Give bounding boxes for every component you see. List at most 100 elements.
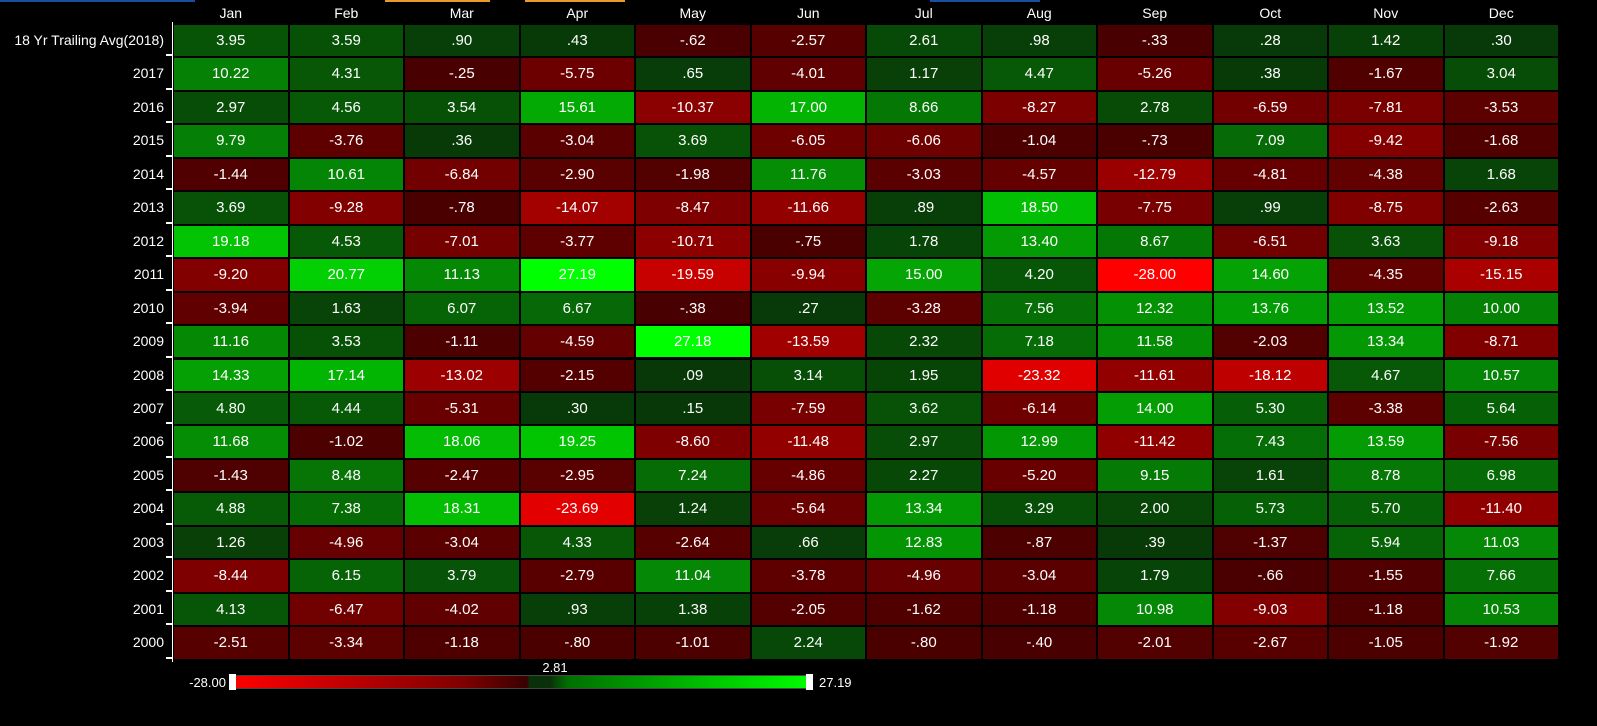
heatmap-cell: -6.05: [750, 124, 866, 158]
heatmap-cell: 19.18: [173, 224, 289, 259]
heatmap-cell: 1.42: [1328, 24, 1444, 58]
heatmap-cell: 7.38: [288, 492, 404, 526]
heatmap-cell: 14.33: [173, 358, 289, 392]
heatmap-cell: .98: [981, 24, 1097, 58]
heatmap-cell: -2.67: [1212, 626, 1328, 660]
heatmap-cell: .28: [1212, 24, 1328, 58]
row-label: 2009: [132, 333, 164, 350]
heatmap-cell: 2.27: [866, 458, 982, 493]
heatmap-cell: 11.58: [1097, 325, 1213, 359]
row-label: 2006: [132, 433, 164, 450]
heatmap-cell: 3.95: [173, 24, 289, 58]
heatmap-cell: -11.66: [750, 191, 866, 225]
row-tick: [166, 87, 172, 90]
heatmap-cell: -.40: [981, 626, 1097, 660]
heatmap-cell: 13.76: [1212, 291, 1328, 326]
heatmap-cell: 4.53: [288, 224, 404, 259]
heatmap-cell: 13.40: [981, 224, 1097, 259]
row-tick: [166, 455, 172, 458]
heatmap-cell: 2.97: [866, 425, 982, 459]
heatmap-cell: 3.69: [173, 191, 289, 225]
heatmap-cell: 10.53: [1443, 592, 1559, 627]
heatmap-cell: -3.77: [519, 224, 635, 259]
heatmap-cell: 2.97: [173, 90, 289, 125]
row-tick: [166, 188, 172, 191]
heatmap-cell: 5.70: [1328, 492, 1444, 526]
top-bar: [930, 0, 1040, 2]
heatmap-cell: 13.34: [1328, 325, 1444, 359]
legend-handle: [806, 674, 813, 690]
heatmap-cell: 18.31: [404, 492, 520, 526]
heatmap-cell: 11.16: [173, 325, 289, 359]
heatmap-cell: -.80: [519, 626, 635, 660]
column-header: Nov: [1373, 5, 1399, 21]
heatmap-cell: -13.59: [750, 325, 866, 359]
heatmap-cell: 14.00: [1097, 391, 1213, 426]
row-label: 2000: [132, 634, 164, 651]
heatmap-cell: 1.24: [635, 492, 751, 526]
heatmap-cell: 10.61: [288, 157, 404, 192]
heatmap-cell: 2.00: [1097, 492, 1213, 526]
heatmap-cell: -18.12: [1212, 358, 1328, 392]
heatmap-cell: 9.15: [1097, 458, 1213, 493]
heatmap-cell: -8.27: [981, 90, 1097, 125]
row-label: 2010: [132, 299, 164, 316]
heatmap-cell: 15.00: [866, 258, 982, 292]
heatmap-cell: -9.18: [1443, 224, 1559, 259]
heatmap-cell: 7.24: [635, 458, 751, 493]
heatmap-cell: -2.47: [404, 458, 520, 493]
heatmap-cell: -8.44: [173, 559, 289, 593]
heatmap-cell: 6.07: [404, 291, 520, 326]
heatmap-cell: -5.64: [750, 492, 866, 526]
heatmap-cell: .30: [519, 391, 635, 426]
heatmap-cell: 1.26: [173, 525, 289, 560]
heatmap-cell: -9.42: [1328, 124, 1444, 158]
heatmap-cell: -1.18: [981, 592, 1097, 627]
heatmap-cell: -1.01: [635, 626, 751, 660]
heatmap-cell: 18.06: [404, 425, 520, 459]
heatmap-cell: 10.57: [1443, 358, 1559, 392]
legend-min: -28.00: [189, 675, 226, 690]
heatmap-cell: -3.28: [866, 291, 982, 326]
row-label: 2012: [132, 232, 164, 249]
heatmap-cell: -.25: [404, 57, 520, 91]
heatmap-cell: -4.86: [750, 458, 866, 493]
row-label: 2008: [132, 366, 164, 383]
heatmap-cell: -8.47: [635, 191, 751, 225]
heatmap-cell: -15.15: [1443, 258, 1559, 292]
legend-max: 27.19: [819, 675, 852, 690]
heatmap-cell: 5.94: [1328, 525, 1444, 560]
heatmap-cell: 7.43: [1212, 425, 1328, 459]
heatmap-cell: -4.81: [1212, 157, 1328, 192]
heatmap-cell: -2.05: [750, 592, 866, 627]
heatmap-cell: 4.88: [173, 492, 289, 526]
heatmap-cell: -3.04: [981, 559, 1097, 593]
heatmap-cell: 4.67: [1328, 358, 1444, 392]
row-tick: [166, 54, 172, 57]
column-header: Aug: [1026, 5, 1052, 21]
heatmap-cell: -.38: [635, 291, 751, 326]
heatmap-cell: 4.44: [288, 391, 404, 426]
heatmap-cell: -11.42: [1097, 425, 1213, 459]
heatmap-cell: .36: [404, 124, 520, 158]
heatmap-cell: -6.84: [404, 157, 520, 192]
top-bar: [385, 0, 490, 2]
heatmap-cell: -1.44: [173, 157, 289, 192]
row-label: 2017: [132, 65, 164, 82]
heatmap-cell: -11.61: [1097, 358, 1213, 392]
heatmap-cell: -2.03: [1212, 325, 1328, 359]
heatmap-cell: -3.76: [288, 124, 404, 158]
heatmap-cell: -8.71: [1443, 325, 1559, 359]
axis-line: [172, 22, 173, 662]
heatmap-cell: 4.13: [173, 592, 289, 627]
heatmap-cell: -3.04: [519, 124, 635, 158]
heatmap-cell: -23.69: [519, 492, 635, 526]
row-tick: [166, 656, 172, 659]
heatmap-cell: .30: [1443, 24, 1559, 58]
heatmap-cell: -10.71: [635, 224, 751, 259]
heatmap-cell: 1.17: [866, 57, 982, 91]
heatmap-cell: -5.75: [519, 57, 635, 91]
row-label: 2002: [132, 567, 164, 584]
heatmap-cell: 10.22: [173, 57, 289, 91]
